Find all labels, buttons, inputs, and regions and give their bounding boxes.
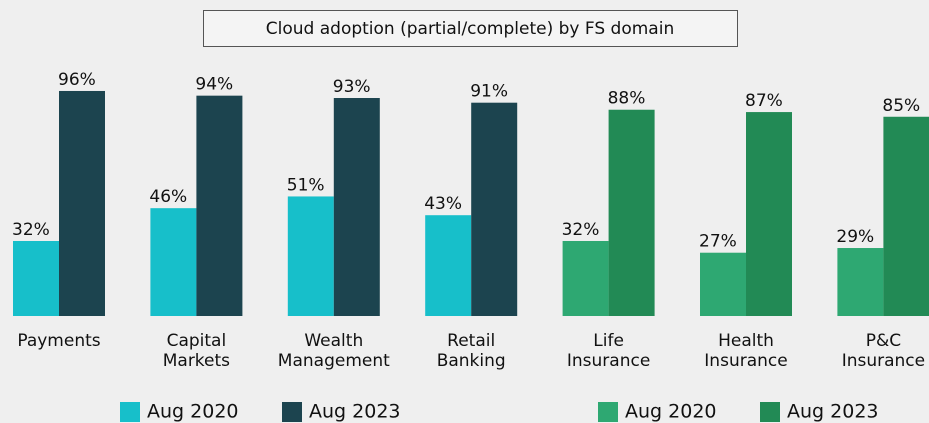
value-label: 85% bbox=[882, 96, 920, 116]
value-label: 91% bbox=[470, 82, 508, 102]
legend-label: Aug 2020 bbox=[625, 401, 717, 423]
bar bbox=[425, 215, 472, 316]
x-tick-label: Wealth Management bbox=[277, 331, 390, 371]
bar bbox=[59, 90, 105, 316]
chart-title: Cloud adoption (partial/complete) by FS … bbox=[266, 19, 674, 39]
legend-swatch bbox=[598, 402, 618, 422]
bar bbox=[746, 112, 792, 317]
legend-swatch bbox=[120, 402, 140, 422]
bar bbox=[837, 248, 884, 316]
value-label: 96% bbox=[58, 70, 96, 90]
value-label: 43% bbox=[424, 194, 462, 214]
value-label: 93% bbox=[333, 77, 371, 97]
bar bbox=[150, 208, 197, 316]
value-label: 94% bbox=[195, 75, 233, 95]
x-tick-label: Capital Markets bbox=[162, 331, 231, 371]
bar bbox=[333, 98, 380, 317]
x-tick-label: Life Insurance bbox=[566, 331, 651, 371]
x-tick-label: P&C Insurance bbox=[841, 331, 926, 371]
value-label: 87% bbox=[745, 91, 783, 111]
bar bbox=[13, 240, 59, 316]
value-label: 29% bbox=[836, 227, 874, 247]
bar bbox=[562, 240, 609, 316]
x-tick-label: Retail Banking bbox=[436, 331, 506, 371]
bar bbox=[608, 109, 655, 316]
legend-label: Aug 2020 bbox=[147, 401, 239, 423]
value-label: 46% bbox=[149, 187, 187, 207]
value-label: 51% bbox=[287, 175, 325, 195]
title-box bbox=[203, 10, 738, 47]
bar bbox=[700, 252, 746, 316]
bar bbox=[471, 102, 518, 316]
value-label: 32% bbox=[12, 220, 50, 240]
x-tick-label: Health Insurance bbox=[704, 331, 788, 371]
bar bbox=[196, 95, 243, 316]
legend-swatch bbox=[282, 402, 302, 422]
value-label: 88% bbox=[608, 89, 646, 109]
value-label: 27% bbox=[699, 232, 737, 252]
value-label: 32% bbox=[562, 220, 600, 240]
bar bbox=[883, 116, 929, 316]
legend-label: Aug 2023 bbox=[309, 401, 401, 423]
x-tick-label: Payments bbox=[17, 331, 101, 351]
bar bbox=[287, 196, 334, 316]
legend-swatch bbox=[760, 402, 780, 422]
legend-label: Aug 2023 bbox=[787, 401, 879, 423]
